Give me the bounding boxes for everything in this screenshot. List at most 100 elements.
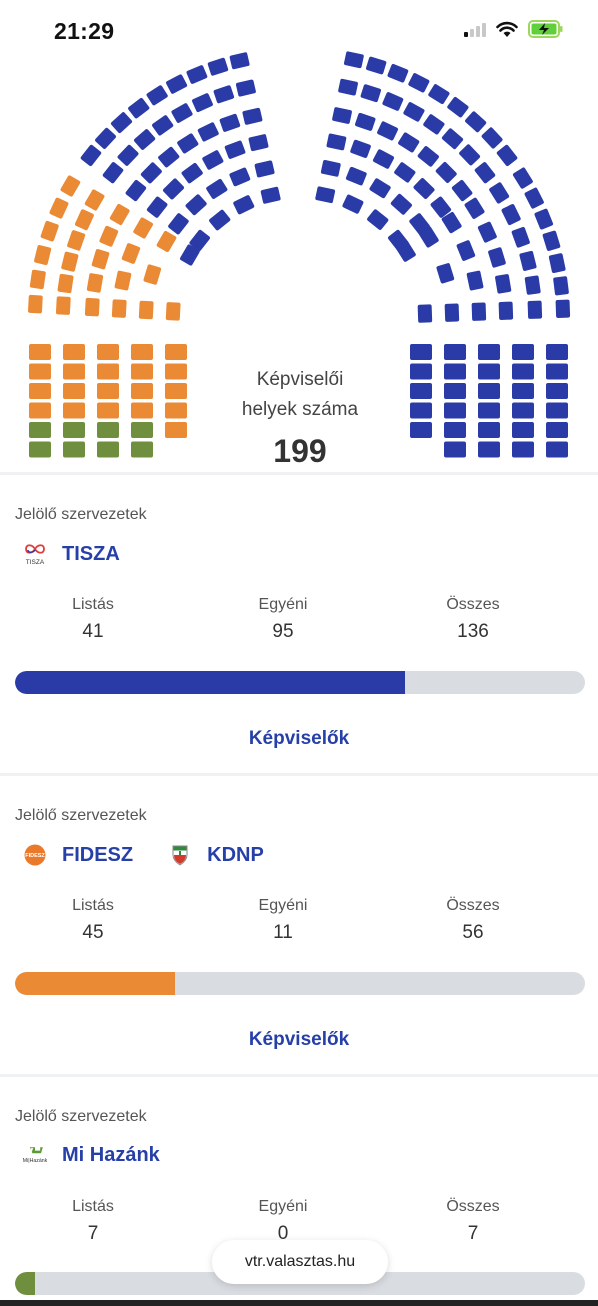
seat (29, 269, 46, 290)
seat (444, 363, 466, 380)
list-label: Listás (72, 897, 114, 914)
browser-url-bar[interactable]: vtr.valasztas.hu (212, 1240, 388, 1284)
seat (171, 103, 193, 123)
seat (133, 217, 153, 239)
seat (213, 85, 235, 104)
seat (555, 299, 571, 318)
seat-share-bar (15, 972, 585, 995)
seat (156, 230, 177, 253)
seat (478, 383, 500, 399)
list-value: 7 (87, 1223, 99, 1244)
seat (60, 175, 81, 197)
seat (546, 402, 568, 419)
stat-individual: Egyéni 11 (213, 897, 353, 944)
section-label: Jelölő szervezetek (15, 1108, 147, 1125)
caption-line-1: Képviselői (256, 369, 344, 390)
seat (165, 344, 187, 360)
seat (209, 209, 231, 231)
seat (121, 243, 141, 264)
seat (489, 182, 510, 204)
seat (435, 161, 457, 183)
seat (326, 133, 347, 151)
seat (382, 92, 404, 111)
seat (474, 162, 496, 184)
seat (29, 402, 51, 419)
seat-share-fill (15, 1272, 36, 1295)
seat (372, 149, 395, 169)
seat (146, 85, 168, 106)
seat (165, 363, 187, 380)
seat (524, 275, 541, 295)
divider (0, 773, 598, 776)
party-name-tisza[interactable]: TISZA (62, 542, 120, 565)
party-name-kdnp[interactable]: KDNP (207, 843, 264, 866)
seat (496, 144, 518, 167)
seat-count-caption: Képviselői helyek száma 199 (200, 365, 400, 470)
seat (390, 193, 412, 215)
seat (410, 383, 432, 399)
seat (444, 402, 466, 419)
seat (444, 303, 460, 322)
seat (512, 167, 533, 189)
tisza-logo-icon: TISZA (22, 542, 48, 566)
seat (408, 73, 430, 93)
seat (186, 65, 208, 84)
list-value: 45 (82, 922, 104, 943)
seat (315, 186, 336, 204)
party-name-fidesz[interactable]: FIDESZ (62, 843, 134, 866)
stat-list: Listás 45 (23, 897, 163, 944)
stat-list: Listás 7 (23, 1198, 163, 1245)
seat (229, 52, 250, 70)
screen-bottom-edge (0, 1300, 598, 1306)
svg-text:TISZA: TISZA (26, 559, 45, 566)
seat (456, 240, 476, 261)
seat (97, 402, 119, 419)
seat (125, 179, 147, 202)
seat (441, 128, 464, 150)
party-names: Mi|Hazánk Mi Hazánk (22, 1143, 194, 1167)
seat (165, 383, 187, 399)
seat (86, 273, 104, 293)
seat (67, 230, 86, 251)
seat (546, 422, 568, 438)
party-card-fidesz-kdnp: Jelölő szervezetek FIDESZ FIDESZ KDNP Li… (0, 776, 598, 1074)
seat (320, 159, 341, 177)
seat (29, 422, 51, 438)
seat (207, 57, 229, 76)
seat (260, 186, 281, 204)
seat (102, 162, 124, 184)
seat (338, 78, 358, 96)
svg-text:FIDESZ: FIDESZ (25, 853, 45, 859)
representatives-link[interactable]: Képviselők (248, 1029, 350, 1050)
status-bar: 21:29 (0, 0, 598, 64)
caption-line-2: helyek száma (241, 399, 359, 420)
total-label: Összes (446, 1198, 500, 1215)
seat (501, 204, 521, 226)
seat (224, 140, 246, 159)
seat (165, 402, 187, 419)
seat (410, 402, 432, 419)
seat (233, 195, 255, 215)
seat (99, 225, 119, 247)
seat (519, 250, 537, 271)
seat (488, 247, 506, 268)
seat (97, 422, 119, 438)
party-name-mi-hazank[interactable]: Mi Hazánk (62, 1143, 160, 1166)
seat (80, 144, 102, 167)
stat-total: Összes 7 (403, 1198, 543, 1245)
seat (498, 301, 514, 320)
stat-individual: Egyéni 0 (213, 1198, 353, 1245)
seat (181, 162, 203, 184)
seat (534, 208, 554, 230)
fidesz-logo-icon: FIDESZ (22, 843, 48, 867)
seat (177, 133, 199, 154)
seat (512, 402, 534, 419)
seat (242, 107, 263, 125)
seat (387, 63, 409, 83)
seat (143, 264, 162, 285)
seat (166, 74, 188, 94)
total-seats-value: 199 (273, 433, 327, 469)
representatives-link[interactable]: Képviselők (248, 728, 350, 749)
seat (417, 304, 433, 323)
seat (140, 162, 162, 184)
